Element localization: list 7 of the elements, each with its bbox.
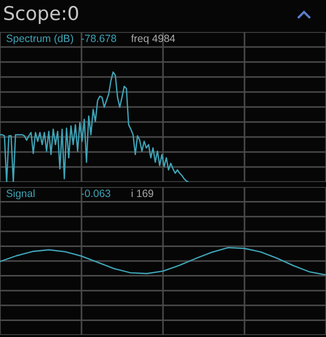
text: i 169 [131,188,154,200]
chart-title: Scope:0 [3,3,80,25]
y-axis-title: Signal [6,188,36,200]
text: -0.063 [81,188,111,200]
text: freq 4984 [131,33,176,45]
y-axis-title: Spectrum (dB) [6,33,74,45]
text: -78.678 [81,33,117,45]
